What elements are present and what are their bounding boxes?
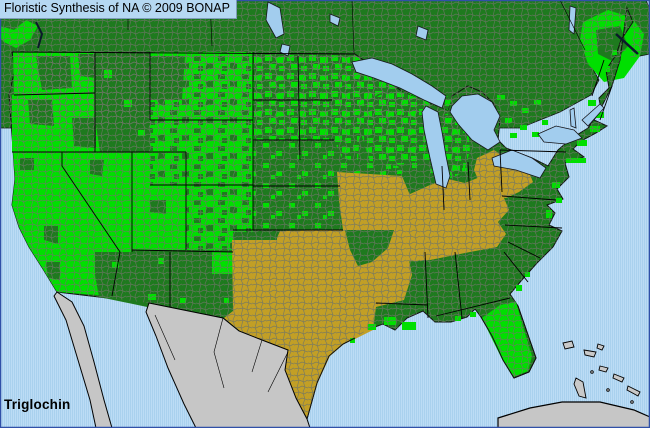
lake-ontario <box>537 125 583 145</box>
puget-sound <box>35 21 44 49</box>
mexico-region <box>53 291 311 428</box>
map-title-text: Floristic Synthesis of NA © 2009 BONAP <box>4 1 230 15</box>
lake-superior <box>351 57 447 109</box>
saint-john-river <box>568 5 577 35</box>
cuba <box>497 401 650 428</box>
caribbean-islands <box>497 340 650 428</box>
lake-michigan <box>421 105 451 189</box>
mexico-mainland <box>145 302 311 428</box>
lake-erie <box>491 149 547 179</box>
coast-restrokes <box>306 305 537 420</box>
baja-california <box>53 291 113 428</box>
lake-of-the-woods <box>279 43 291 57</box>
lake-champlain <box>569 107 577 129</box>
lake-nipigon <box>415 25 429 41</box>
bay-of-fundy <box>615 33 639 55</box>
state-borders <box>11 0 613 319</box>
canadian-lake-small <box>329 13 341 27</box>
map-title-bar: Floristic Synthesis of NA © 2009 BONAP <box>0 0 237 19</box>
bahamas <box>562 340 641 404</box>
lake-huron <box>449 93 501 151</box>
great-lakes <box>35 1 639 189</box>
mexico-state-lines <box>154 314 289 393</box>
species-label: Triglochin <box>4 397 71 412</box>
lake-winnipeg <box>265 1 285 39</box>
